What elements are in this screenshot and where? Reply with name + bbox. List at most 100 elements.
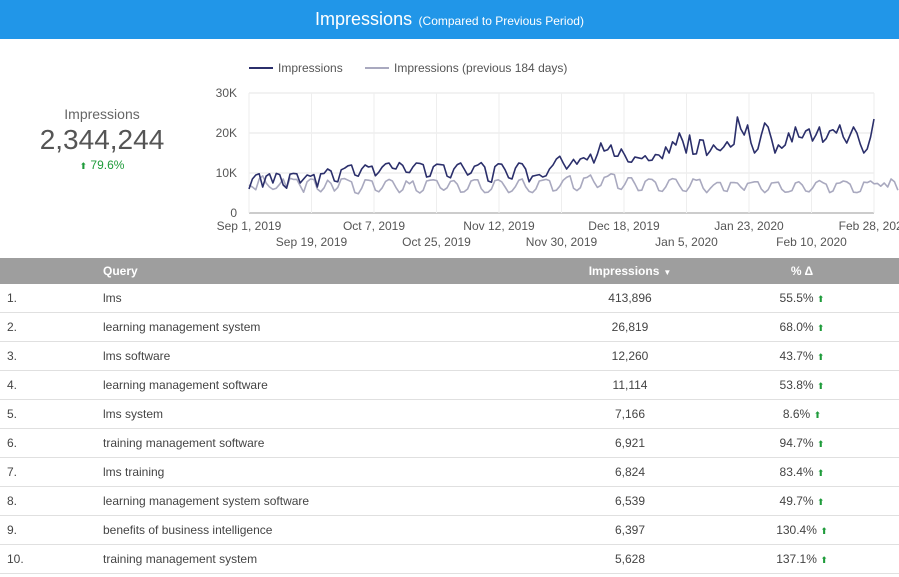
row-pct-change: 137.1% ⬆ (712, 545, 892, 575)
row-impressions: 6,397 (614, 523, 646, 537)
y-tick-label: 30K (216, 86, 237, 100)
row-pct-change: 68.0% ⬆ (712, 313, 892, 343)
arrow-up-icon: ⬆ (816, 294, 825, 304)
scorecard-delta: ⬆ 79.6% (22, 158, 182, 172)
row-query: learning management system software (103, 494, 310, 508)
column-header-impressions[interactable]: Impressions ▼ (540, 258, 720, 286)
table-row[interactable]: 10. training management system 5,628 137.1%… (0, 545, 899, 574)
table-row[interactable]: 9. benefits of business intelligence 6,397… (0, 516, 899, 545)
row-index: 2. (7, 320, 18, 334)
table-row[interactable]: 4. learning management software 11,114 53.8… (0, 371, 899, 400)
row-impressions: 26,819 (611, 320, 649, 334)
row-index: 10. (7, 552, 24, 566)
row-pct-value: 68.0% (779, 320, 814, 334)
y-tick-label: 10K (216, 166, 237, 180)
row-impressions: 413,896 (608, 291, 652, 305)
arrow-up-icon: ⬆ (820, 555, 828, 565)
row-impressions: 12,260 (611, 349, 649, 363)
x-tick-label: Sep 1, 2019 (217, 219, 282, 233)
row-index: 5. (7, 407, 18, 421)
report-subtitle: (Compared to Previous Period) (418, 14, 584, 28)
row-pct-change: 43.7% ⬆ (712, 342, 892, 372)
x-tick-label: Nov 12, 2019 (463, 219, 535, 233)
scorecard-value: 2,344,244 (39, 124, 165, 155)
row-query: learning management software (103, 378, 268, 392)
row-pct-change: 8.6% ⬆ (712, 400, 892, 430)
arrow-up-icon: ⬆ (816, 323, 825, 333)
row-pct-change: 55.5% ⬆ (712, 284, 892, 314)
row-index: 6. (7, 436, 18, 450)
row-pct-change: 53.8% ⬆ (712, 371, 892, 401)
row-index: 4. (7, 378, 18, 392)
x-tick-label: Jan 5, 2020 (655, 235, 718, 249)
x-tick-label: Oct 7, 2019 (343, 219, 405, 233)
y-tick-label: 0 (230, 206, 237, 220)
column-header-impressions-label: Impressions (588, 264, 660, 278)
x-tick-label: Jan 23, 2020 (714, 219, 784, 233)
row-impressions: 6,824 (614, 465, 646, 479)
row-pct-change: 94.7% ⬆ (712, 429, 892, 459)
table-row[interactable]: 6. training management software 6,921 94.7%… (0, 429, 899, 458)
arrow-up-icon: ⬆ (816, 352, 825, 362)
impressions-line-chart[interactable]: 0 10K 20K 30K Sep 1, 2019 Oct 7, 2019 Nov 12, … (200, 55, 899, 255)
table-header: Query Impressions ▼ % Δ (0, 258, 899, 284)
x-tick-label: Feb 28, 2020 (839, 219, 899, 233)
arrow-up-icon: ⬆ (816, 468, 825, 478)
row-query: learning management system (103, 320, 261, 334)
row-pct-change: 130.4% ⬆ (712, 516, 892, 546)
row-index: 8. (7, 494, 18, 508)
arrow-up-icon: ⬆ (813, 410, 822, 420)
row-pct-value: 137.1% (776, 552, 817, 566)
scorecard-delta-value: 79.6% (90, 158, 125, 172)
row-query: benefits of business intelligence (103, 523, 273, 537)
column-header-pct-change[interactable]: % Δ (790, 264, 814, 278)
row-pct-change: 83.4% ⬆ (712, 458, 892, 488)
arrow-up-icon: ⬆ (816, 381, 825, 391)
table-row[interactable]: 5. lms system 7,166 8.6% ⬆ (0, 400, 899, 429)
arrow-up-icon: ⬆ (820, 526, 828, 536)
row-impressions: 11,114 (612, 378, 648, 392)
table-body: 1. lms 413,896 55.5% ⬆ 2. learning management… (0, 284, 899, 574)
x-tick-label: Oct 25, 2019 (402, 235, 471, 249)
row-index: 3. (7, 349, 18, 363)
report-title: Impressions (315, 9, 413, 29)
row-query: training management system (103, 552, 258, 566)
table-row[interactable]: 2. learning management system 26,819 68.0% … (0, 313, 899, 342)
scorecard-label: Impressions (64, 106, 140, 122)
column-header-query[interactable]: Query (103, 264, 138, 278)
x-tick-label: Nov 30, 2019 (526, 235, 598, 249)
report-header: Impressions (Compared to Previous Period… (0, 0, 899, 39)
table-row[interactable]: 7. lms training 6,824 83.4% ⬆ (0, 458, 899, 487)
row-query: lms system (103, 407, 163, 421)
table-row[interactable]: 1. lms 413,896 55.5% ⬆ (0, 284, 899, 313)
row-query: lms software (103, 349, 171, 363)
row-query: lms training (103, 465, 165, 479)
impressions-scorecard[interactable]: Impressions 2,344,244 ⬆ 79.6% (22, 106, 182, 172)
row-impressions: 5,628 (614, 552, 646, 566)
row-impressions: 6,921 (614, 436, 646, 450)
y-tick-label: 20K (216, 126, 237, 140)
legend-label: Impressions (278, 61, 343, 75)
row-pct-value: 49.7% (779, 494, 814, 508)
row-impressions: 6,539 (614, 494, 646, 508)
row-pct-value: 55.5% (779, 291, 814, 305)
row-pct-value: 83.4% (779, 465, 814, 479)
query-table[interactable]: Query Impressions ▼ % Δ 1. lms 413,896 55.5%… (0, 258, 899, 574)
arrow-up-icon: ⬆ (816, 497, 825, 507)
arrow-up-icon: ⬆ (79, 161, 88, 171)
row-query: lms (103, 291, 122, 305)
row-index: 9. (7, 523, 18, 537)
table-row[interactable]: 8. learning management system software 6,5… (0, 487, 899, 516)
row-pct-change: 49.7% ⬆ (712, 487, 892, 517)
row-pct-value: 53.8% (779, 378, 814, 392)
row-index: 1. (7, 291, 18, 305)
sort-desc-icon[interactable]: ▼ (663, 268, 672, 277)
arrow-up-icon: ⬆ (816, 439, 825, 449)
row-pct-value: 8.6% (782, 407, 811, 421)
x-tick-label: Feb 10, 2020 (776, 235, 847, 249)
legend-label: Impressions (previous 184 days) (394, 61, 567, 75)
row-impressions: 7,166 (614, 407, 646, 421)
table-row[interactable]: 3. lms software 12,260 43.7% ⬆ (0, 342, 899, 371)
chart-canvas[interactable]: 0 10K 20K 30K Sep 1, 2019 Oct 7, 2019 Nov 12, … (200, 55, 899, 255)
series-line-impressions (248, 116, 875, 190)
